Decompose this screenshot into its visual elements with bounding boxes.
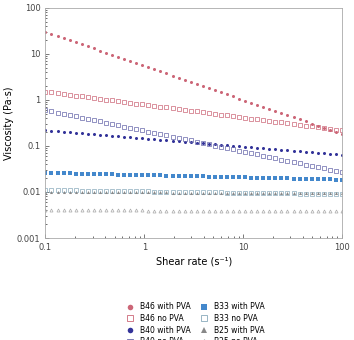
Y-axis label: Viscosity (Pa·s): Viscosity (Pa·s) [4,86,14,159]
Legend: B46 with PVA, B46 no PVA, B40 with PVA, B40 no PVA, B33 with PVA, B33 no PVA, B2: B46 with PVA, B46 no PVA, B40 with PVA, … [119,300,268,340]
X-axis label: Shear rate (s⁻¹): Shear rate (s⁻¹) [155,256,232,266]
